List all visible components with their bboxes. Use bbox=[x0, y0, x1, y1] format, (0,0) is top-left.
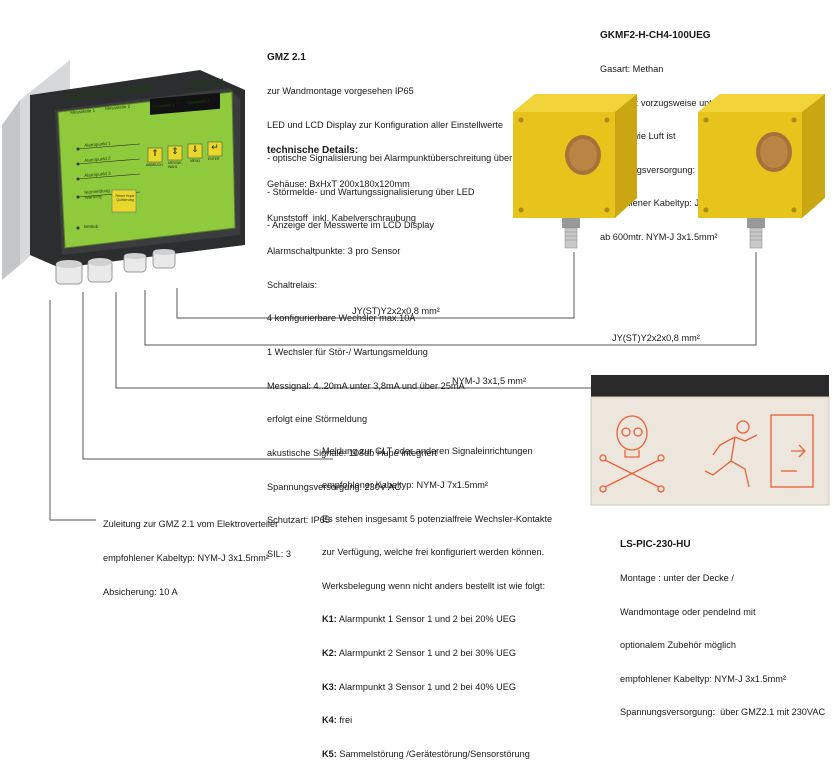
horn-line: Wandmontage oder pendelnd mit bbox=[620, 606, 756, 617]
relay-key: K3: bbox=[322, 681, 337, 692]
signal-line: zur Verfügung, welche frei konfiguriert … bbox=[322, 547, 545, 558]
relay-key: K2: bbox=[322, 648, 337, 659]
controller-btn-enter[interactable]: ↵ bbox=[211, 142, 219, 152]
exit-door-icon bbox=[770, 414, 814, 488]
supply-line: empfohlener Kabeltyp: NYM-J 3x1.5mm² bbox=[103, 553, 269, 564]
gmz-description: GMZ 2.1 zur Wandmontage vorgesehen IP65 … bbox=[267, 30, 533, 243]
tech-line: akustische Signale: 108db Hupe integrier… bbox=[267, 447, 438, 458]
relay-row: K5: Sammelstörung /Gerätestörung/Sensors… bbox=[322, 749, 552, 760]
tech-line: Kunststoff inkl. Kabelverschraubung bbox=[267, 212, 416, 223]
controller-btn-label-enter: ENTER bbox=[208, 157, 220, 161]
controller-gmz bbox=[2, 60, 245, 285]
controller-btn-menu[interactable]: ⇓ bbox=[191, 144, 199, 154]
tech-line: Schaltrelais: bbox=[267, 279, 318, 290]
relay-text: Alarmpunkt 3 Sensor 1 und 2 bei 40% UEG bbox=[336, 681, 517, 692]
relay-row: K2: Alarmpunkt 2 Sensor 1 und 2 bei 30% … bbox=[322, 648, 552, 659]
supply-line: Zuleitung zur GMZ 2.1 vom Elektroverteil… bbox=[103, 519, 279, 530]
tech-line: Gehäuse: BxHxT 200x180x120mm bbox=[267, 179, 410, 190]
skull-icon bbox=[599, 415, 665, 493]
sensor-line: ab 600mtr. NYM-J 3x1.5mm² bbox=[600, 232, 718, 243]
sensor-line: Gasart: Methan bbox=[600, 64, 664, 75]
horn-title: LS-PIC-230-HU bbox=[620, 539, 691, 551]
controller-power-label: Betrieb bbox=[84, 224, 99, 229]
signal-line: empfohlener Kabeltyp: NYM-J 7x1.5mm² bbox=[322, 480, 488, 491]
relay-text: frei bbox=[336, 715, 353, 726]
tech-line: SIL: 3 bbox=[267, 548, 292, 559]
controller-btn-label-menu: MENÜ bbox=[190, 159, 200, 163]
horn-line: Montage : unter der Decke / bbox=[620, 573, 734, 584]
cable-sensor2-line bbox=[144, 252, 757, 346]
relay-text: Alarmpunkt 2 Sensor 1 und 2 bei 30% UEG bbox=[336, 648, 517, 659]
relay-row: K1: Alarmpunkt 1 Sensor 1 und 2 bei 20% … bbox=[322, 614, 552, 625]
relay-row: K4: frei bbox=[322, 715, 552, 726]
relay-text: Sammelstörung /Gerätestörung/Sensorstöru… bbox=[336, 748, 530, 759]
reset-button[interactable]: Reset Hupe Quittierung bbox=[115, 194, 135, 202]
horn-line: empfohlener Kabeltyp: NYM-J 3x1.5mm² bbox=[620, 673, 786, 684]
gas-sensor-2 bbox=[698, 94, 825, 249]
tech-line: Schutzart: IP65 bbox=[267, 515, 330, 526]
cable-sensor1-label: JY(ST)Y2x2x0,8 mm² bbox=[352, 306, 440, 316]
controller-btn-abbruch[interactable]: ⇑ bbox=[151, 148, 159, 158]
tech-line: erfolgt eine Störmeldung bbox=[267, 414, 368, 425]
relay-text: Alarmpunkt 1 Sensor 1 und 2 bei 20% UEG bbox=[336, 614, 517, 625]
tech-line: Spannungsversorgung: 230V AC bbox=[267, 481, 401, 492]
cable-sensor2-label: JY(ST)Y2x2x0,8 mm² bbox=[612, 333, 700, 343]
gmz-line: zur Wandmontage vorgesehen IP65 bbox=[267, 86, 414, 97]
running-man-icon bbox=[704, 420, 758, 488]
signal-line: Meldung zur GLT oder anderen Signaleinri… bbox=[322, 446, 533, 457]
supply-description: Zuleitung zur GMZ 2.1 vom Elektroverteil… bbox=[103, 497, 278, 609]
controller-btn-messw[interactable]: ⇕ bbox=[171, 146, 179, 156]
supply-line: Absicherung: 10 A bbox=[103, 586, 178, 597]
cable-horn-line bbox=[115, 292, 592, 389]
relay-key: K4: bbox=[322, 715, 337, 726]
horn-description: LS-PIC-230-HU Montage : unter der Decke … bbox=[620, 517, 825, 730]
controller-btn-label-messw: MESSW. WAHL bbox=[168, 161, 182, 169]
signal-line: Werksbelegung wenn nicht anders bestellt… bbox=[322, 580, 546, 591]
tech-line: Messignal: 4..20mA unter 3,8mA und über … bbox=[267, 380, 465, 391]
cable-supply-line bbox=[49, 300, 96, 521]
gmz-title: GMZ 2.1 bbox=[267, 52, 306, 64]
tech-line: Alarmschaltpunkte: 3 pro Sensor bbox=[267, 246, 401, 257]
horn-warning-light bbox=[590, 375, 830, 506]
relay-row: K3: Alarmpunkt 3 Sensor 1 und 2 bei 40% … bbox=[322, 682, 552, 693]
wiring-diagram bbox=[49, 252, 757, 521]
gmz-line: - Anzeige der Messwerte im LCD Display bbox=[267, 220, 434, 231]
tech-details: technische Details: Gehäuse: BxHxT 200x1… bbox=[267, 123, 465, 571]
cable-signal-line bbox=[82, 292, 333, 460]
gmz-line: LED und LCD Display zur Konfiguration al… bbox=[267, 119, 503, 130]
relay-key: K1: bbox=[322, 614, 337, 625]
gmz-line: - Störmelde- und Wartungssignalisierung … bbox=[267, 186, 475, 197]
cable-horn-label: NYM-J 3x1,5 mm² bbox=[452, 376, 527, 386]
horn-line: optionalem Zubehör möglich bbox=[620, 640, 736, 651]
horn-line: Spannungsversorgung: über GMZ2.1 mit 230… bbox=[620, 707, 826, 718]
sensor-title: GKMF2-H-CH4-100UEG bbox=[600, 30, 711, 42]
gas-sensor-1 bbox=[513, 94, 637, 249]
cable-sensor1-line bbox=[176, 252, 575, 319]
signal-description: Meldung zur GLT oder anderen Signaleinri… bbox=[322, 424, 552, 771]
controller-btn-label-abbruch: ABBRUCH bbox=[146, 163, 163, 167]
tech-title: technische Details: bbox=[267, 145, 359, 157]
relay-key: K5: bbox=[322, 748, 337, 759]
tech-line: 1 Wechsler für Stör-/ Wartungsmeldung bbox=[267, 347, 428, 358]
signal-line: Es stehen insgesamt 5 potenzialfreie Wec… bbox=[322, 513, 553, 524]
tech-line: 4 konfigurierbare Wechsler max.10A bbox=[267, 313, 416, 324]
